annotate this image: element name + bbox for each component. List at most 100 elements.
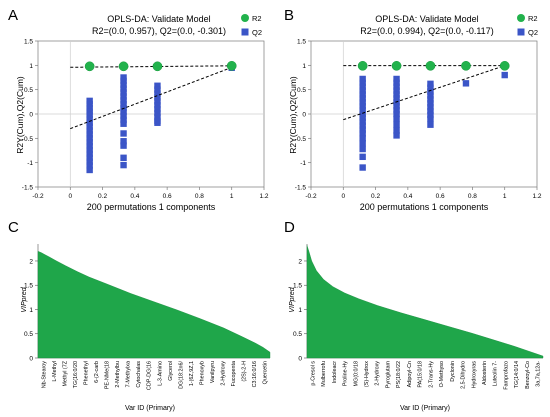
q2-point	[427, 96, 434, 103]
q2-point	[120, 97, 127, 104]
y-tick-label: -1	[27, 160, 33, 167]
q2-point	[393, 103, 400, 110]
q2-point	[86, 97, 93, 105]
x-tick-label: 1	[503, 193, 507, 200]
q2-point	[359, 110, 366, 118]
q2-point	[86, 115, 93, 123]
category-label: Quercetin	[263, 361, 269, 384]
category-label: 2-Hydroxy	[221, 361, 227, 386]
q2-regression-line	[343, 65, 505, 121]
panel-label-b: B	[284, 7, 294, 24]
x-tick-label: 0.6	[163, 193, 172, 200]
panel-label-d: D	[284, 219, 295, 236]
panel-label-c: C	[8, 219, 19, 236]
q2-point	[86, 162, 93, 169]
q2-point	[393, 110, 400, 118]
y-axis-label-d: VIPpred	[289, 286, 296, 312]
q2-point	[359, 87, 366, 94]
y-axis-label-a: R2Y(Cum),Q2(Cum)	[15, 76, 25, 154]
category-label: 7-Methylxa	[126, 361, 132, 387]
y-tick-label: 1.5	[24, 39, 33, 46]
r2-point	[461, 60, 471, 71]
q2-point	[393, 91, 400, 98]
y-tick-label: -0.5	[22, 136, 34, 143]
q2-point	[393, 121, 400, 128]
q2-point	[359, 145, 366, 153]
category-label: PA(15:0/18	[418, 361, 424, 388]
q2-point	[86, 139, 93, 146]
x-tick-label: 0.6	[436, 193, 445, 200]
y-tick-label: 1	[29, 307, 33, 314]
category-label: Indoleacr	[332, 361, 338, 383]
category-label: Phenethyl	[84, 361, 90, 385]
category-labels-d: p-Cresol s Mulberrofu Indoleacr Proline-Hy M…	[310, 360, 541, 389]
q2-point	[427, 107, 434, 115]
q2-regression-line	[70, 66, 232, 130]
category-label: Adipoyl-Cn	[407, 361, 413, 387]
q2-point	[393, 115, 400, 123]
y-ticks-b: -1.5 -1 -0.5 0 0.5 1 1.5	[295, 39, 311, 192]
x-axis-label-a: 200 permutations 1 components	[87, 202, 216, 212]
category-label: Benzoyl-Co	[525, 361, 531, 389]
chart-b-subtitle: R2=(0.0, 0.994), Q2=(0.0, -0.117)	[360, 26, 493, 36]
y-tick-label: 0.5	[293, 331, 302, 338]
category-label: TG(14:0/14	[514, 361, 520, 388]
y-tick-label: 1.5	[24, 283, 33, 290]
q2-point	[393, 75, 400, 83]
x-tick-label: 0.2	[98, 193, 107, 200]
category-label: Hydroxyras	[471, 361, 477, 389]
y-tick-label: 0	[29, 112, 33, 119]
x-tick-label: 1	[230, 193, 234, 200]
y-tick-label: -1	[300, 160, 306, 167]
q2-point	[359, 75, 366, 83]
q2-point	[359, 114, 366, 122]
q2-point	[427, 115, 434, 123]
panel-d: D 0 0.5 1 1.5 2 p-Cresol s Mulberrofu Indoleac…	[284, 219, 544, 412]
r2-point	[118, 61, 129, 72]
category-label: O-Methyso	[439, 361, 445, 387]
q2-point	[154, 102, 161, 109]
y-tick-label: 1	[29, 63, 33, 70]
category-label: Glycerol	[168, 361, 174, 381]
q2-point	[86, 131, 93, 138]
y-tick-label: 0	[29, 356, 33, 363]
category-label: Cytochalas	[136, 361, 142, 388]
category-label: Methyl (7Z	[62, 360, 68, 386]
x-tick-label: 0.2	[371, 193, 380, 200]
q2-point	[154, 90, 161, 97]
x-tick-label: 0.4	[403, 193, 412, 200]
category-label: Vanilpyru	[210, 361, 216, 383]
category-label: C3:16:0/16	[252, 361, 258, 387]
category-label: (2S)-2-H	[242, 361, 248, 382]
q2-point	[120, 101, 127, 108]
q2-point	[359, 122, 366, 129]
y-ticks-a: -1.5 -1 -0.5 0 0.5 1 1.5	[22, 39, 38, 192]
q2-point	[359, 83, 366, 90]
vip-area	[37, 250, 271, 359]
category-label: MG(0:0/18	[353, 361, 359, 386]
y-tick-label: 0.5	[297, 87, 306, 94]
q2-point	[120, 89, 127, 96]
category-label: 1-(6Z,9Z,1	[189, 361, 195, 386]
q2-point	[427, 103, 434, 111]
category-label: L-3-Amino	[157, 361, 163, 386]
category-label: PS(18:0/22	[396, 361, 402, 388]
q2-point	[359, 130, 366, 137]
q2-point	[86, 123, 93, 130]
category-label: Proline-Hy	[343, 361, 349, 386]
q2-point	[359, 140, 366, 147]
q2-point	[86, 146, 93, 154]
x-tick-label: 0.8	[468, 193, 477, 200]
q2-point	[393, 95, 400, 102]
category-label: L-Methyl	[52, 361, 58, 382]
q2-point	[86, 108, 93, 115]
y-tick-label: 0	[298, 356, 302, 363]
q2-point	[427, 88, 434, 95]
marks-d	[306, 245, 544, 359]
category-label: Mulberrofu	[321, 361, 327, 387]
category-label: Nb-Stearoy	[41, 361, 47, 389]
q2-point	[120, 112, 127, 120]
chart-b-title: OPLS-DA: Validate Model	[375, 14, 478, 24]
q2-point	[393, 79, 400, 87]
